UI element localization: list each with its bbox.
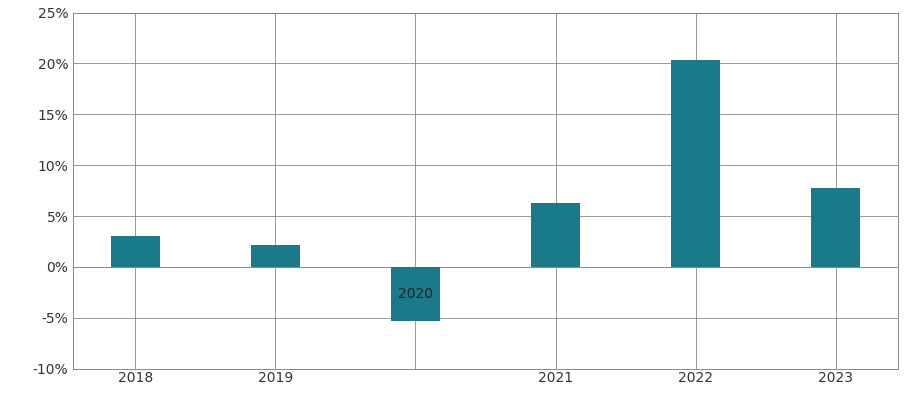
Text: 2023: 2023 — [818, 371, 853, 385]
Bar — [391, 267, 440, 321]
Text: 2019: 2019 — [257, 371, 293, 385]
Bar — [671, 60, 720, 267]
Text: 2018: 2018 — [117, 371, 153, 385]
Bar — [812, 188, 860, 267]
Text: 2021: 2021 — [538, 371, 573, 385]
Bar — [251, 245, 300, 267]
Text: 2022: 2022 — [678, 371, 714, 385]
Bar — [531, 203, 580, 267]
Text: 2020: 2020 — [398, 287, 433, 301]
Bar — [111, 236, 159, 267]
